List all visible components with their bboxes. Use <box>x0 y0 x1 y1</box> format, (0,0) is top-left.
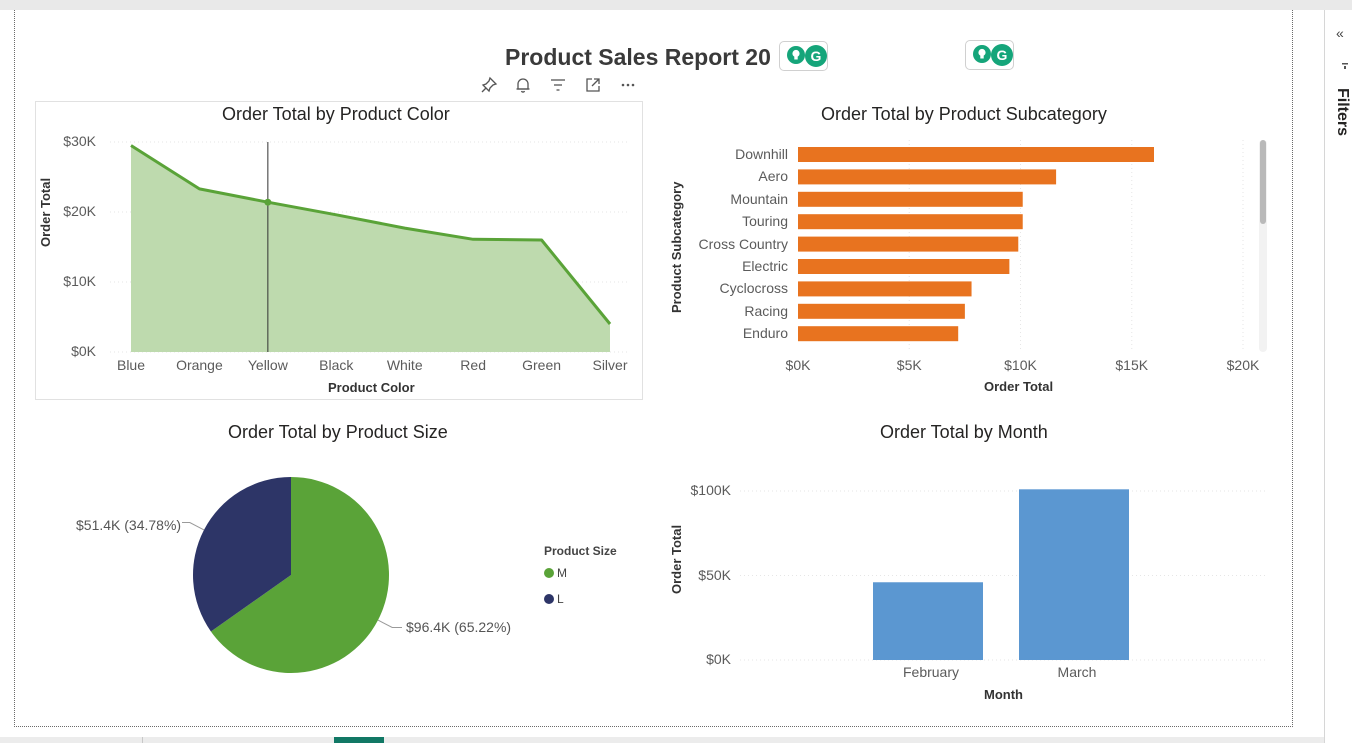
x-tick-label: $10K <box>1004 357 1037 373</box>
bar <box>798 214 1023 230</box>
tab-separator <box>142 737 143 743</box>
y-tick-label: $20K <box>63 203 96 219</box>
chart-title: Order Total by Month <box>880 422 1048 442</box>
legend-marker-m <box>544 568 554 578</box>
area-fill <box>131 145 610 352</box>
category-label: Enduro <box>742 325 788 342</box>
column-bar <box>1019 489 1129 660</box>
bar <box>798 303 965 319</box>
collapse-filters-icon[interactable]: « <box>1336 25 1344 41</box>
x-tick-label: $15K <box>1115 357 1149 373</box>
category-label: Aero <box>758 168 788 185</box>
pie-slice-l <box>193 477 291 632</box>
y-tick-label: $50K <box>698 566 731 583</box>
y-tick-label: $100K <box>690 482 731 498</box>
pie-slice-m <box>210 477 390 673</box>
grammarly-badge[interactable]: G <box>965 40 1014 70</box>
bar <box>798 326 959 342</box>
category-label: Touring <box>742 213 788 230</box>
top-strip <box>0 0 1352 10</box>
x-tick-label: $5K <box>896 357 922 373</box>
filters-label[interactable]: Filters <box>1334 88 1351 137</box>
x-tick-label: Yellow <box>247 357 288 373</box>
y-tick-label: $30K <box>63 133 96 149</box>
filters-pane[interactable] <box>1324 10 1352 743</box>
category-label: Electric <box>742 258 788 274</box>
leader-line <box>182 522 205 531</box>
category-label: Racing <box>744 302 788 319</box>
legend-item-m[interactable]: M <box>544 566 567 580</box>
legend-marker-l <box>544 594 554 604</box>
category-label: Mountain <box>730 190 788 207</box>
chart-title: Order Total by Product Subcategory <box>821 104 1107 124</box>
x-tick-label: Orange <box>176 357 223 373</box>
chart-title: Order Total by Product Size <box>228 422 448 442</box>
x-tick-label: February <box>902 664 960 680</box>
leader-line <box>377 619 402 628</box>
legend-item-l[interactable]: L <box>544 592 564 606</box>
pie-data-label-m: $96.4K (65.22%) <box>406 619 512 635</box>
area-chart-visual[interactable] <box>35 101 643 400</box>
x-tick-label: Black <box>319 357 354 373</box>
x-tick-label: $0K <box>785 357 811 373</box>
report-title: Product Sales Report 20 <box>505 44 771 70</box>
x-axis-title: Product Color <box>328 380 415 395</box>
legend-title: Product Size <box>544 544 617 558</box>
bar <box>798 236 1019 252</box>
y-tick-label: $10K <box>63 273 96 289</box>
scrollbar-thumb[interactable] <box>1260 140 1266 224</box>
chart-title: Order Total by Product Color <box>222 104 450 124</box>
lightbulb-icon <box>787 46 805 64</box>
report-canvas <box>14 10 1293 727</box>
x-tick-label: March <box>1057 664 1097 680</box>
y-tick-label: $0K <box>706 651 731 667</box>
lightbulb-icon <box>973 45 991 63</box>
category-label: Cross Country <box>698 235 788 252</box>
category-label: Downhill <box>735 146 788 162</box>
bar <box>798 191 1023 207</box>
pie-data-label-l: $51.4K (34.78%) <box>76 517 182 533</box>
page-tabs-bar <box>0 737 1352 743</box>
more-options-icon[interactable] <box>619 76 637 94</box>
active-page-tab-indicator[interactable] <box>334 737 384 743</box>
grammarly-icon: G <box>805 45 827 67</box>
x-tick-label: Red <box>460 357 486 373</box>
focus-mode-icon[interactable] <box>584 76 602 94</box>
bar <box>798 259 1010 274</box>
bar <box>798 147 1154 162</box>
grammarly-badge[interactable]: G <box>779 41 828 71</box>
x-tick-label: Blue <box>116 357 146 373</box>
bar <box>798 281 972 297</box>
category-label: Cyclocross <box>719 280 788 297</box>
x-tick-label: White <box>386 357 423 373</box>
x-tick-label: $20K <box>1226 357 1260 373</box>
x-tick-label: Silver <box>592 357 628 373</box>
x-axis-title: Month <box>984 687 1023 702</box>
filter-icon <box>1342 63 1348 69</box>
x-axis-title: Order Total <box>984 379 1054 394</box>
column-bar <box>873 582 983 660</box>
pin-icon[interactable] <box>480 76 498 94</box>
legend-label: L <box>557 592 564 606</box>
hover-point <box>264 198 272 206</box>
bell-icon[interactable] <box>514 76 532 94</box>
scrollbar-track[interactable] <box>1259 140 1267 352</box>
bar <box>798 169 1057 185</box>
x-tick-label: Green <box>522 357 562 373</box>
grammarly-icon: G <box>991 44 1013 66</box>
legend-label: M <box>557 566 567 580</box>
y-tick-label: $0K <box>71 343 96 359</box>
filter-icon[interactable] <box>549 76 567 94</box>
series-line <box>130 144 612 325</box>
